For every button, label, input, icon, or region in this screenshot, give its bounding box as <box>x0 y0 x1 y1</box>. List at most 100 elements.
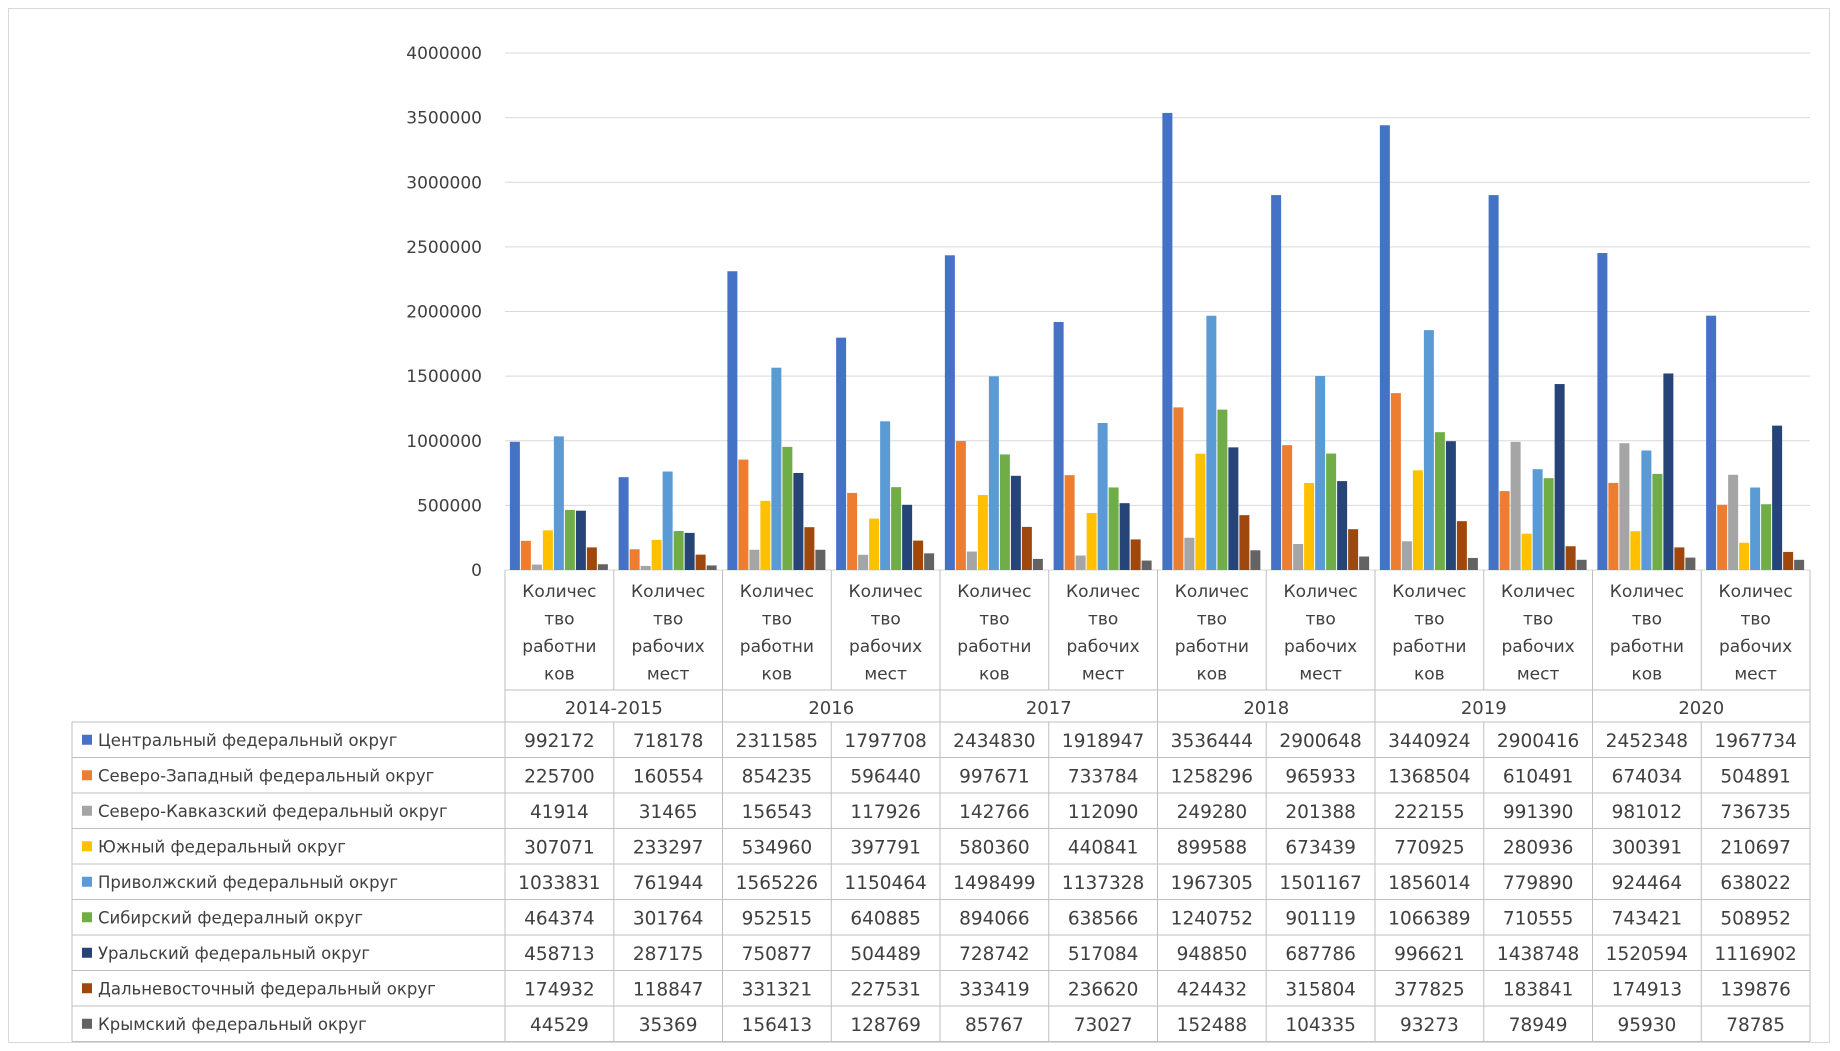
data-table: Количес тво работни ков Количес тво рабочих мес… <box>71 570 1811 1042</box>
data-label: 638566 <box>1068 908 1139 929</box>
x-category-label: рабочих <box>632 637 705 657</box>
data-label: 156413 <box>742 1015 813 1036</box>
data-label: 225700 <box>524 766 595 787</box>
bar <box>1554 384 1565 570</box>
x-category-label: тво <box>1740 610 1770 630</box>
data-label: 687786 <box>1285 944 1356 965</box>
data-label: 3536444 <box>1171 731 1253 752</box>
bar <box>988 376 999 570</box>
y-tick-label: 3500000 <box>406 109 482 129</box>
data-label: 1856014 <box>1388 873 1470 894</box>
bar <box>999 454 1010 570</box>
bar <box>1119 503 1130 570</box>
x-category-label: Количес <box>1284 582 1358 602</box>
data-label: 2452348 <box>1606 731 1688 752</box>
data-label: 750877 <box>742 944 813 965</box>
data-label: 952515 <box>742 908 813 929</box>
x-category-label: работни <box>740 637 814 657</box>
bar <box>1021 526 1032 570</box>
bar <box>1206 315 1217 570</box>
x-category-label: Количес <box>849 582 923 602</box>
series-name: Дальневосточный федеральный округ <box>98 979 436 998</box>
x-category-label: ков <box>762 665 793 685</box>
bar <box>1576 559 1587 570</box>
series-name: Приволжский федеральный округ <box>98 873 398 892</box>
bar <box>1499 491 1510 570</box>
x-category-label: рабочих <box>849 637 922 657</box>
y-axis: 0 500000 1000000 1500000 2000000 2500000 30000… <box>406 44 482 581</box>
data-label: 1066389 <box>1388 908 1470 929</box>
y-tick-label: 0 <box>471 561 482 581</box>
bar <box>1337 481 1348 570</box>
data-label: 761944 <box>633 873 704 894</box>
x-category-label: работни <box>957 637 1031 657</box>
y-tick-label: 4000000 <box>406 44 482 64</box>
x-category-label: мест <box>1299 665 1342 685</box>
data-label: 948850 <box>1177 944 1248 965</box>
data-label: 104335 <box>1285 1015 1356 1036</box>
data-label: 1967734 <box>1714 731 1796 752</box>
data-label: 534960 <box>742 837 813 858</box>
bar <box>944 255 955 570</box>
bar <box>1750 487 1761 570</box>
x-category-label: мест <box>1517 665 1560 685</box>
legend-key <box>82 1018 92 1029</box>
data-label: 640885 <box>850 908 921 929</box>
x-category-label: рабочих <box>1284 637 1357 657</box>
data-label: 673439 <box>1285 837 1356 858</box>
x-category-label: рабочих <box>1067 637 1140 657</box>
bar <box>597 564 608 570</box>
x-category-label: Количес <box>740 582 814 602</box>
bar <box>771 367 782 570</box>
bar <box>640 565 651 570</box>
data-label: 728742 <box>959 944 1030 965</box>
bar <box>727 271 738 570</box>
x-category-label: рабочих <box>1502 637 1575 657</box>
bar <box>1467 557 1478 570</box>
bar <box>1032 558 1043 570</box>
data-label: 152488 <box>1177 1015 1248 1036</box>
data-label: 128769 <box>850 1015 921 1036</box>
data-label: 710555 <box>1503 908 1574 929</box>
data-label: 610491 <box>1503 766 1574 787</box>
series-name: Северо-Кавказский федеральный округ <box>98 802 448 821</box>
data-label: 1368504 <box>1388 766 1470 787</box>
bar <box>891 487 902 570</box>
bar <box>1228 447 1239 570</box>
bar <box>509 441 520 570</box>
data-label: 504891 <box>1720 766 1791 787</box>
data-label: 1258296 <box>1171 766 1253 787</box>
data-label: 2434830 <box>953 731 1035 752</box>
legend-key <box>82 841 92 852</box>
bar <box>629 549 640 570</box>
y-tick-label: 2500000 <box>406 238 482 258</box>
x-category-label: Количес <box>1501 582 1575 602</box>
x-category-label: Количес <box>522 582 596 602</box>
bar <box>815 549 826 570</box>
data-label: 227531 <box>850 979 921 1000</box>
data-label: 287175 <box>633 944 704 965</box>
bar <box>1717 504 1728 570</box>
bar <box>1217 409 1228 570</box>
data-label: 174913 <box>1612 979 1683 1000</box>
bar <box>1195 453 1206 570</box>
data-label: 280936 <box>1503 837 1574 858</box>
data-label: 1150464 <box>844 873 926 894</box>
bar <box>553 436 564 570</box>
data-label: 997671 <box>959 766 1030 787</box>
bar <box>738 459 749 570</box>
bar <box>1053 321 1064 570</box>
data-label: 31465 <box>639 802 698 823</box>
bar <box>1162 112 1173 570</box>
x-category-label: тво <box>1414 610 1444 630</box>
bar <box>1315 375 1326 570</box>
data-label: 580360 <box>959 837 1030 858</box>
data-label: 307071 <box>524 837 595 858</box>
data-label: 981012 <box>1612 802 1683 823</box>
data-label: 93273 <box>1400 1015 1459 1036</box>
x-group-label: 2016 <box>808 698 854 719</box>
data-label: 249280 <box>1177 802 1248 823</box>
data-label: 1438748 <box>1497 944 1579 965</box>
data-label: 718178 <box>633 731 704 752</box>
data-label: 1240752 <box>1171 908 1253 929</box>
